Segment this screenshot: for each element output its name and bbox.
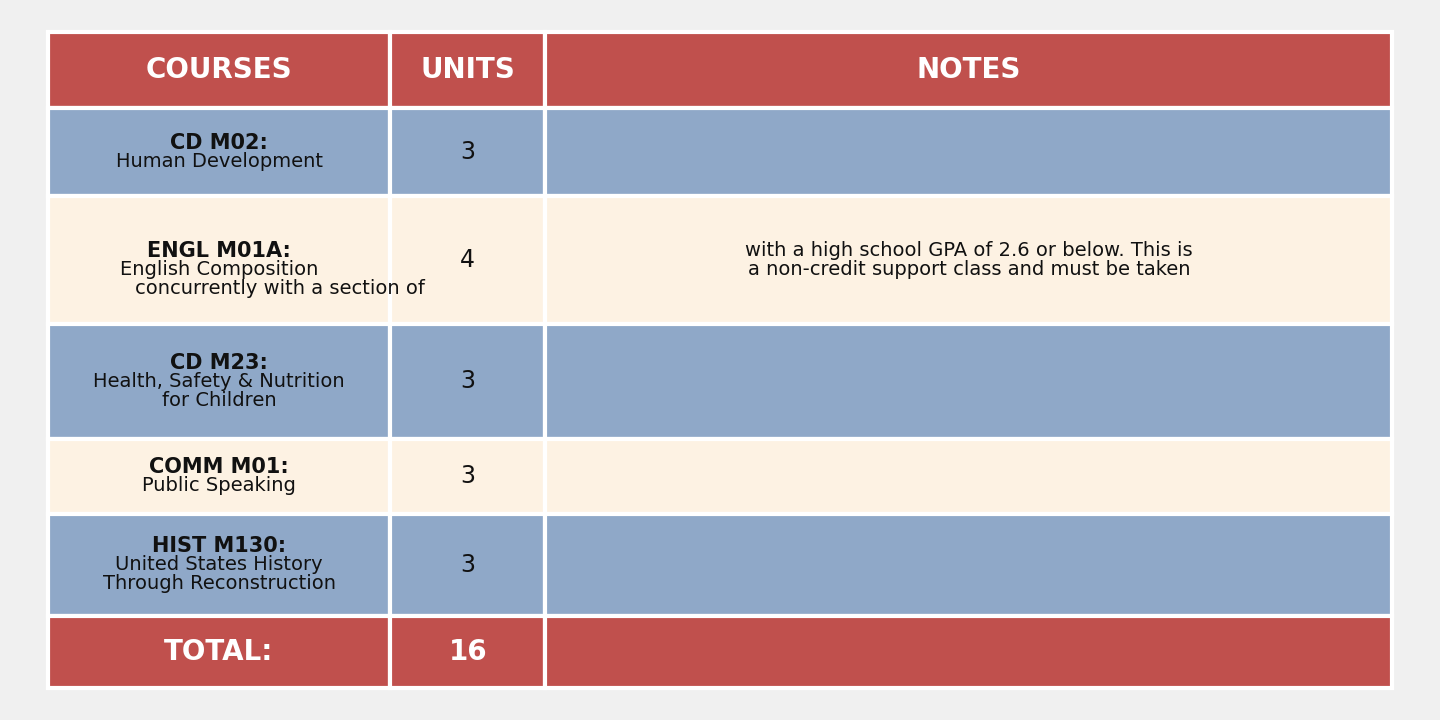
Text: COURSES: COURSES	[145, 56, 292, 84]
Bar	[546, 32, 1392, 108]
Bar	[390, 514, 546, 616]
Bar	[546, 616, 1392, 688]
Bar	[48, 616, 390, 688]
Bar	[48, 514, 390, 616]
Text: 3: 3	[461, 464, 475, 488]
Text: CD M02:: CD M02:	[170, 132, 268, 153]
Text: ENGL M01A:: ENGL M01A:	[147, 240, 291, 261]
Bar	[546, 108, 1392, 197]
Bar	[390, 32, 546, 108]
Bar	[48, 324, 390, 438]
Text: United States History: United States History	[115, 555, 323, 575]
Text: 3: 3	[461, 140, 475, 164]
Text: Public Speaking: Public Speaking	[143, 476, 297, 495]
Text: TOTAL:: TOTAL:	[164, 638, 274, 665]
Text: Health, Safety & Nutrition: Health, Safety & Nutrition	[94, 372, 344, 391]
Text: 16: 16	[448, 638, 487, 665]
Bar	[390, 108, 546, 197]
Text: UNITS: UNITS	[420, 56, 516, 84]
Bar	[546, 514, 1392, 616]
Text: HIST M130:: HIST M130:	[153, 536, 287, 556]
Text: COMM M01:: COMM M01:	[150, 457, 289, 477]
Bar	[390, 197, 546, 324]
Bar	[48, 438, 390, 514]
Bar	[390, 438, 546, 514]
Text: Through Reconstruction: Through Reconstruction	[102, 574, 336, 593]
Bar	[48, 32, 390, 108]
Bar	[48, 108, 390, 197]
Text: 4: 4	[461, 248, 475, 272]
Text: 3: 3	[461, 553, 475, 577]
Text: 3: 3	[461, 369, 475, 393]
Text: Human Development: Human Development	[115, 152, 323, 171]
Text: concurrently with a section of: concurrently with a section of	[135, 279, 432, 297]
Bar	[390, 324, 546, 438]
Text: a non-credit support class and must be taken: a non-credit support class and must be t…	[747, 260, 1189, 279]
Bar	[390, 616, 546, 688]
Bar	[546, 438, 1392, 514]
Bar	[546, 197, 1392, 324]
Bar	[48, 197, 390, 324]
Text: with a high school GPA of 2.6 or below. This is: with a high school GPA of 2.6 or below. …	[744, 241, 1192, 260]
Bar	[546, 324, 1392, 438]
Text: NOTES: NOTES	[917, 56, 1021, 84]
Text: CD M23:: CD M23:	[170, 353, 268, 372]
Text: English Composition: English Composition	[120, 260, 318, 279]
Text: for Children: for Children	[161, 390, 276, 410]
